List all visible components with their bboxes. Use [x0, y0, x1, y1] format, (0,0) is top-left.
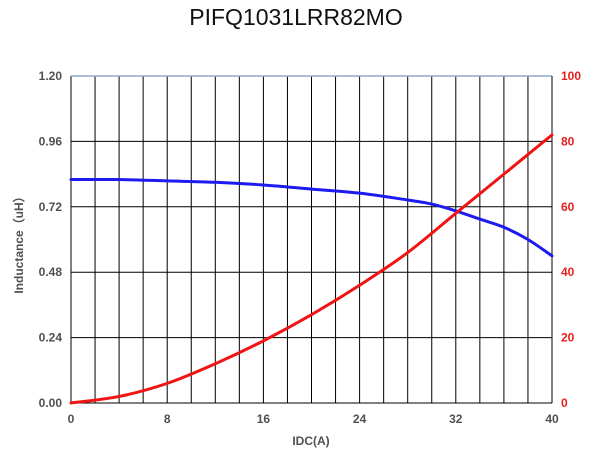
chart-title: PIFQ1031LRR82MO [189, 4, 403, 30]
x-tick-label: 0 [68, 412, 75, 426]
inductance-series-line [69, 177, 554, 258]
temperature-series-line [69, 133, 554, 405]
y-tick-label: 0.72 [39, 200, 63, 214]
x-tick-label: 8 [164, 412, 171, 426]
y2-tick-label: 0 [561, 396, 568, 410]
y2-tick-label: 20 [561, 331, 575, 345]
x-tick-label: 24 [353, 412, 367, 426]
y-tick-label: 0.00 [39, 396, 63, 410]
y2-tick-label: 80 [561, 134, 575, 148]
y-tick-label: 0.48 [39, 265, 63, 279]
y-tick-label: 1.20 [39, 69, 63, 83]
y2-tick-label: 100 [561, 69, 581, 83]
x-tick-label: 16 [257, 412, 271, 426]
y2-tick-label: 40 [561, 265, 575, 279]
grid [70, 75, 553, 404]
y2-tick-label: 60 [561, 200, 575, 214]
series-lines [69, 133, 554, 405]
y-axis-label: Inductance（uH） [11, 190, 26, 293]
y-tick-label: 0.96 [39, 134, 63, 148]
x-tick-label: 32 [449, 412, 463, 426]
x-axis-label: IDC(A) [292, 434, 329, 448]
x-tick-label: 40 [545, 412, 559, 426]
y-tick-label: 0.24 [39, 331, 63, 345]
tick-labels: 0.00 0.24 0.48 0.72 0.96 1.20 0 20 40 60 80 100 0 8 16… [39, 69, 582, 426]
